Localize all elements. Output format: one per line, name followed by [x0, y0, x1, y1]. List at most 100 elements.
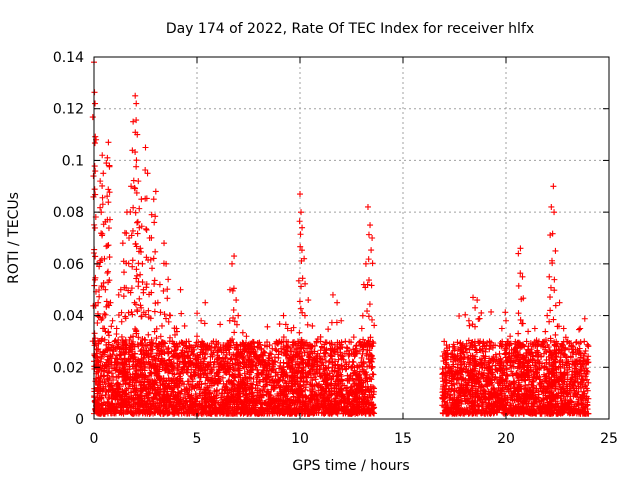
noise-point [148, 376, 155, 383]
noise-point [185, 378, 192, 385]
noise-point [111, 410, 118, 417]
noise-point [458, 367, 465, 374]
noise-point [368, 389, 375, 396]
noise-point [319, 387, 326, 394]
noise-point [538, 397, 545, 404]
noise-point [223, 397, 230, 404]
noise-point [231, 385, 238, 392]
noise-point [152, 356, 159, 363]
noise-point [217, 321, 224, 328]
noise-point [127, 355, 134, 362]
noise-point [359, 393, 366, 400]
noise-point [515, 339, 522, 346]
noise-point [108, 361, 115, 368]
noise-point [210, 398, 217, 405]
noise-point [351, 406, 358, 413]
noise-point [207, 370, 214, 377]
noise-point [178, 388, 185, 395]
noise-point [160, 381, 167, 388]
noise-point [368, 376, 375, 383]
noise-point [113, 352, 120, 359]
noise-point [296, 395, 303, 402]
noise-point [371, 385, 378, 392]
noise-point [182, 395, 189, 402]
noise-point [254, 399, 261, 406]
noise-point [163, 377, 170, 384]
noise-point [326, 372, 333, 379]
noise-point [151, 409, 158, 416]
noise-point [104, 399, 111, 406]
noise-point [158, 402, 165, 409]
noise-point [197, 410, 204, 417]
noise-point [297, 348, 304, 355]
noise-point [174, 403, 181, 410]
noise-point [328, 350, 335, 357]
noise-point [203, 384, 210, 391]
noise-point [142, 342, 149, 349]
noise-point [173, 409, 180, 416]
noise-point [311, 402, 318, 409]
noise-point [239, 359, 246, 366]
noise-point [235, 367, 242, 374]
noise-point [308, 343, 315, 350]
noise-point [112, 390, 119, 397]
noise-point [169, 370, 176, 377]
noise-point [305, 362, 312, 369]
noise-point [101, 367, 108, 374]
noise-point [164, 395, 171, 402]
noise-point [319, 374, 326, 381]
noise-point [359, 363, 366, 370]
noise-point [336, 389, 343, 396]
noise-point [265, 408, 272, 415]
grid-lines [94, 57, 609, 419]
noise-point [172, 346, 179, 353]
noise-point [181, 363, 188, 370]
noise-point [263, 371, 270, 378]
noise-point [185, 348, 192, 355]
noise-point [569, 361, 576, 368]
noise-point [201, 407, 208, 414]
noise-point [225, 343, 232, 350]
noise-point [108, 370, 115, 377]
noise-point [105, 403, 112, 410]
noise-point [236, 384, 243, 391]
noise-point [562, 396, 569, 403]
noise-point [295, 385, 302, 392]
noise-point [370, 340, 377, 347]
noise-point [451, 354, 458, 361]
noise-point [153, 379, 160, 386]
noise-point [154, 344, 161, 351]
noise-point [297, 375, 304, 382]
noise-point [179, 366, 186, 373]
noise-point [219, 402, 226, 409]
noise-point [134, 391, 141, 398]
noise-point [344, 400, 351, 407]
noise-point [97, 410, 104, 417]
noise-point [94, 368, 101, 375]
noise-point [231, 398, 238, 405]
noise-point [204, 410, 211, 417]
noise-point [478, 371, 485, 378]
noise-point [98, 355, 105, 362]
noise-point [510, 363, 517, 370]
noise-point [282, 347, 289, 354]
noise-point [542, 346, 549, 353]
noise-point [115, 371, 122, 378]
noise-point [348, 364, 355, 371]
noise-point [199, 351, 206, 358]
noise-point [246, 391, 253, 398]
noise-point [258, 346, 265, 353]
noise-point [283, 398, 290, 405]
noise-point [327, 402, 334, 409]
noise-point [335, 388, 342, 395]
noise-point [113, 374, 120, 381]
noise-point [292, 354, 299, 361]
noise-point [113, 330, 120, 337]
noise-point [202, 387, 209, 394]
noise-point [216, 354, 223, 361]
noise-point [151, 405, 158, 412]
noise-point [304, 349, 311, 356]
noise-point [358, 354, 365, 361]
noise-point [181, 349, 188, 356]
noise-point [227, 356, 234, 363]
